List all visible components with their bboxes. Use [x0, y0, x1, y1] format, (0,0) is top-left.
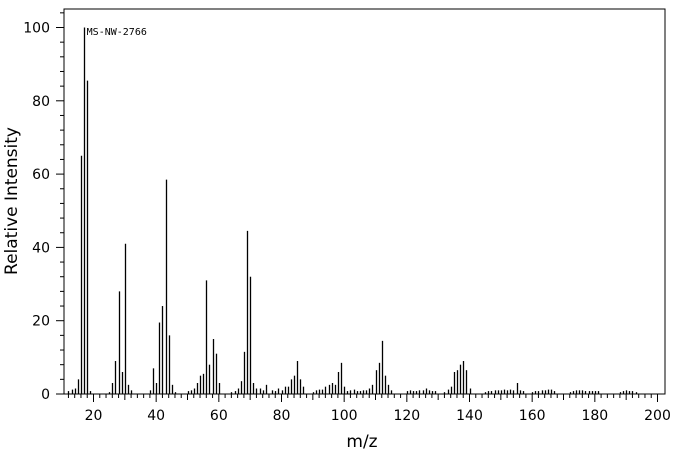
x-tick-label: 180 — [581, 408, 608, 424]
x-tick-label: 120 — [393, 408, 420, 424]
y-tick-label: 0 — [41, 387, 50, 403]
x-tick-label: 20 — [85, 408, 103, 424]
x-tick-label: 100 — [331, 408, 358, 424]
y-tick-label: 60 — [32, 167, 50, 183]
y-axis-title: Relative Intensity — [2, 127, 22, 275]
tick-labels: 20 40 60 80 100 120 140 160 180 200 0 20 40 60 80 100 — [23, 21, 671, 425]
x-tick-label: 60 — [210, 408, 228, 424]
y-tick-label: 40 — [32, 240, 50, 256]
x-tick-label: 140 — [456, 408, 483, 424]
y-tick-label: 80 — [32, 94, 50, 110]
spectrum-id-annotation: MS-NW-2766 — [87, 27, 147, 38]
x-tick-label: 40 — [147, 408, 165, 424]
x-tick-label: 200 — [644, 408, 671, 424]
y-tick-label: 100 — [23, 21, 50, 37]
x-tick-label: 160 — [519, 408, 546, 424]
y-tick-label: 20 — [32, 314, 50, 330]
plot-frame — [63, 8, 666, 395]
x-tick-label: 80 — [273, 408, 291, 424]
x-axis-title: m/z — [346, 432, 377, 452]
axis-ticks — [56, 12, 658, 402]
spectrum-peaks — [67, 27, 638, 394]
